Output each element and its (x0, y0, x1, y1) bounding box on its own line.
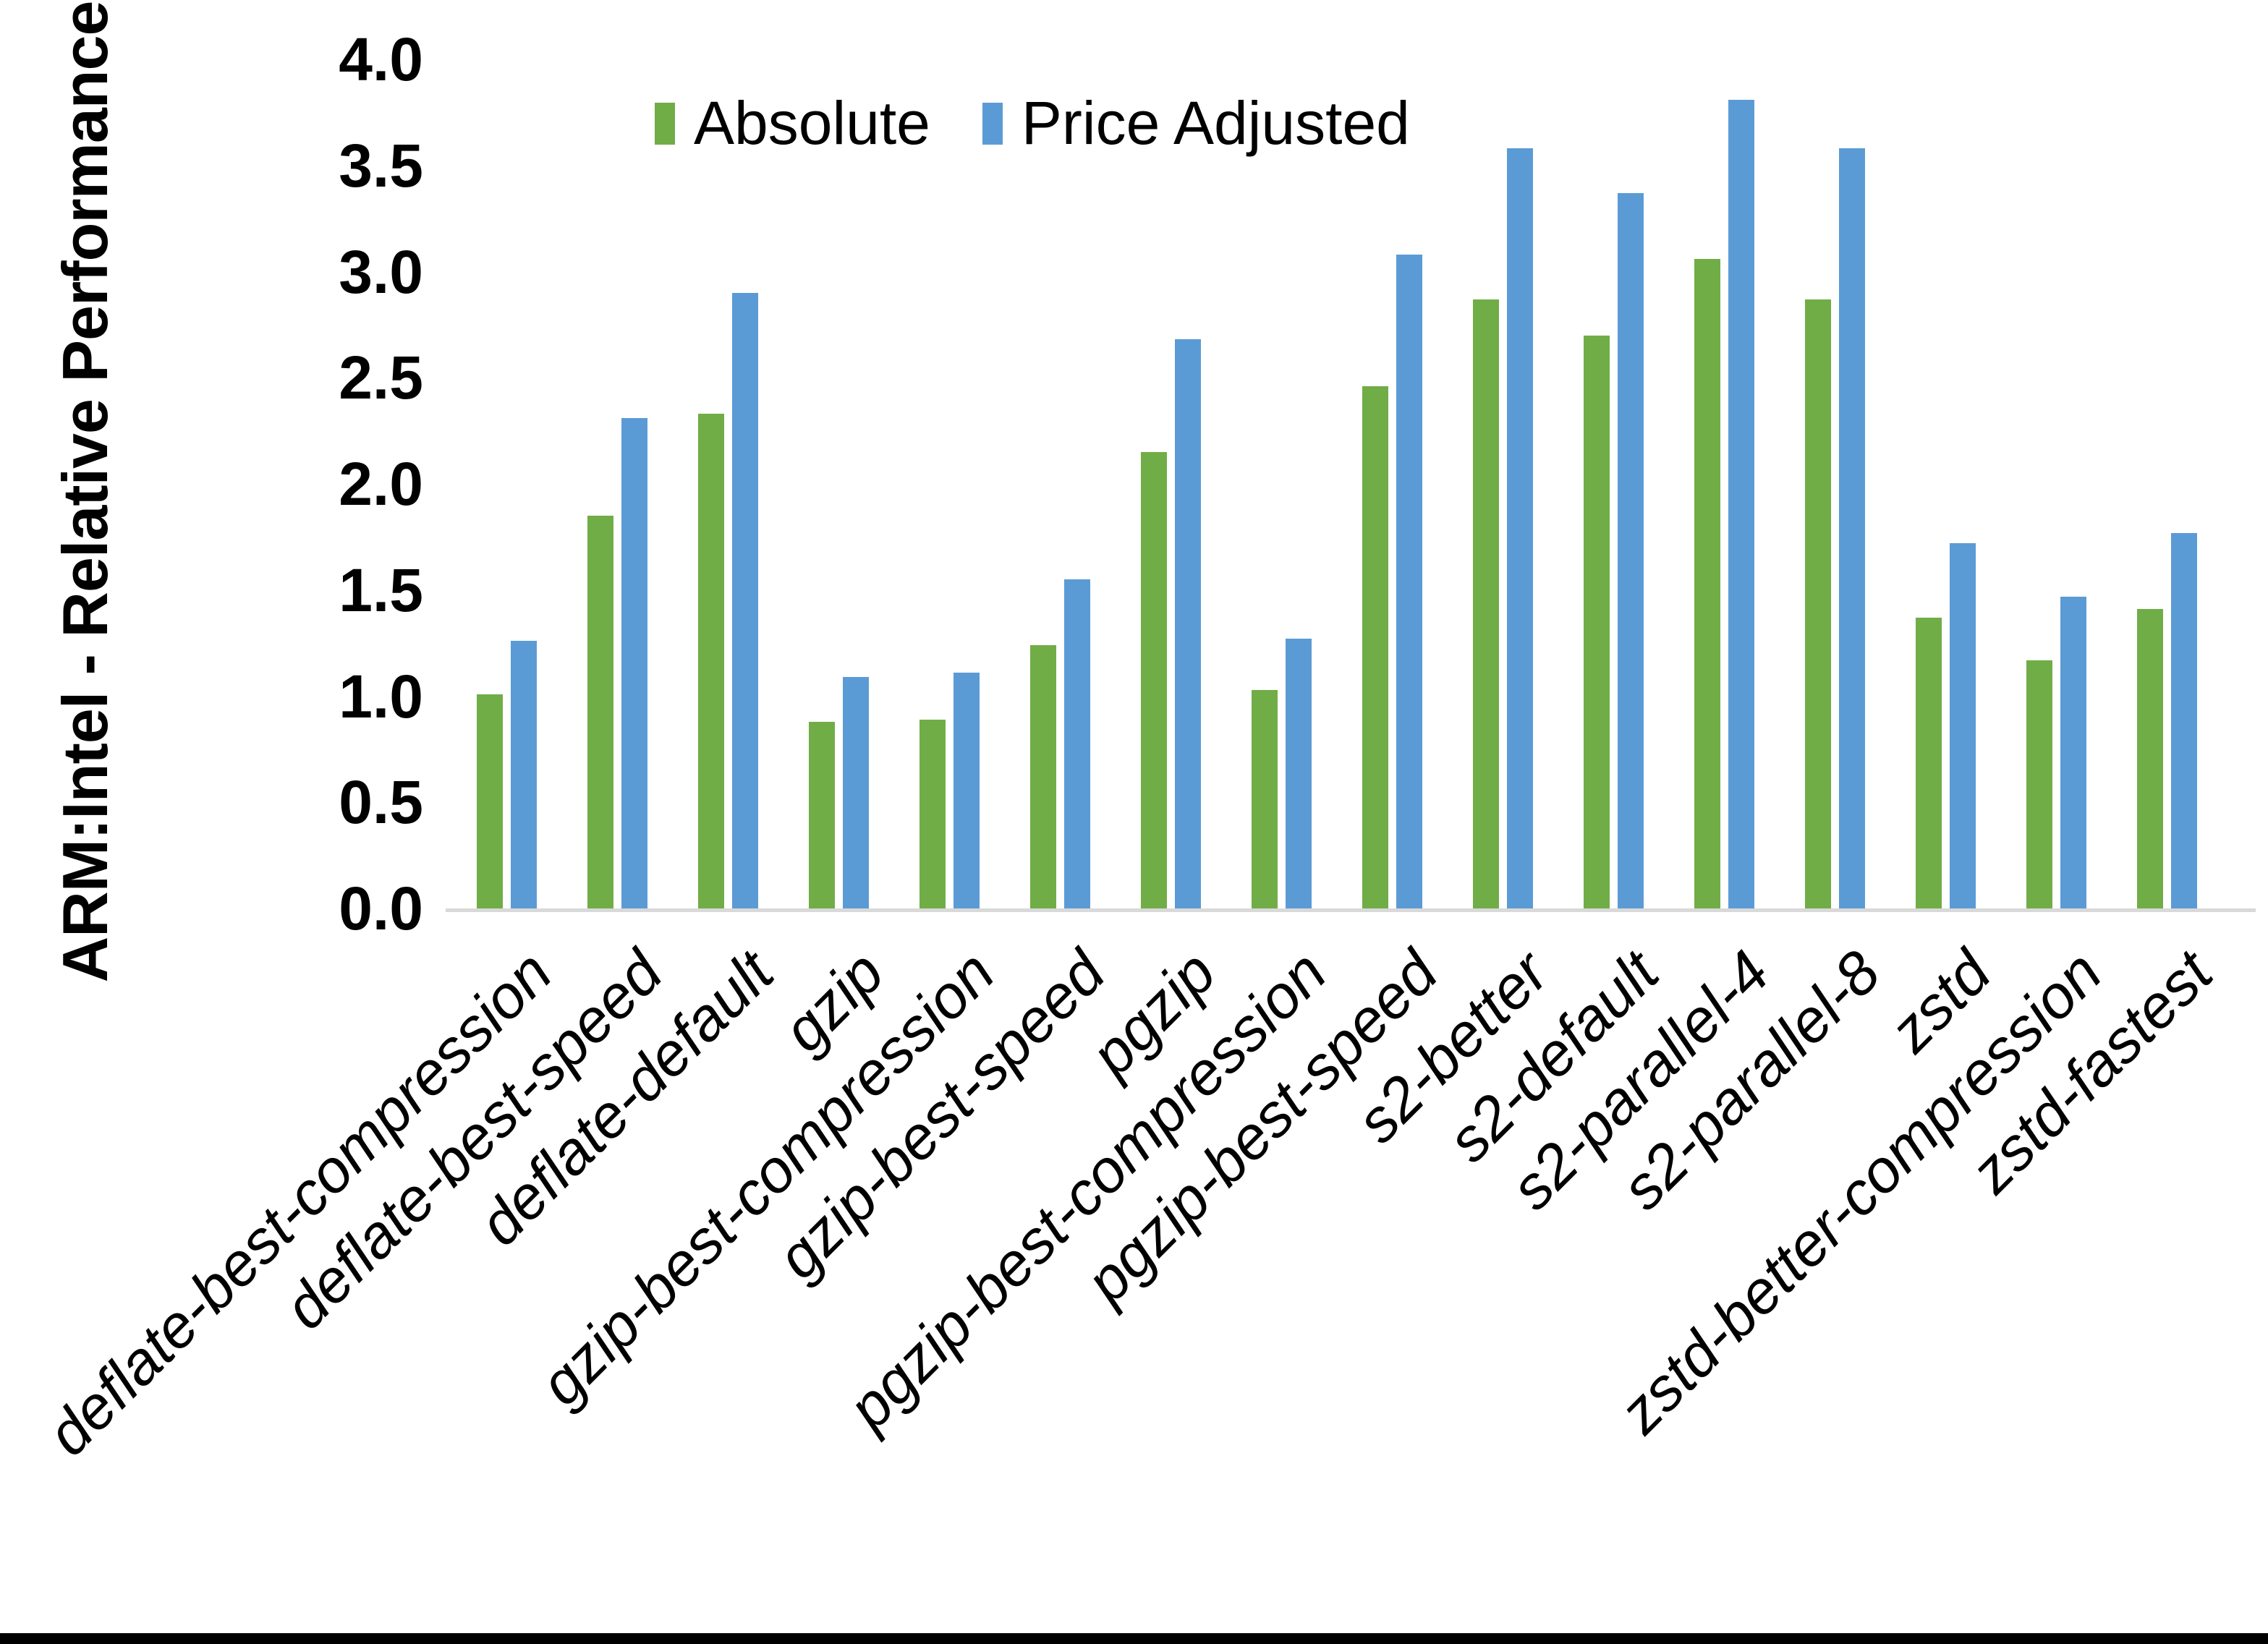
bar-absolute-gzip-best-speed (1030, 645, 1056, 908)
bar-absolute-pgzip (1141, 451, 1167, 908)
legend-item-price-adjusted: Price Adjusted (982, 88, 1410, 158)
plot-area (452, 59, 2223, 908)
y-tick-label-3-0: 3.0 (339, 237, 423, 306)
bar-absolute-pgzip-best-speed (1362, 386, 1388, 908)
bar-absolute-zstd-fastest (2137, 609, 2163, 908)
bar-price-adjusted-pgzip-best-compression (1286, 639, 1312, 908)
bar-absolute-s2-default (1584, 335, 1610, 908)
bar-price-adjusted-s2-parallel-4 (1728, 99, 1754, 908)
bar-price-adjusted-deflate-default (732, 292, 758, 908)
bar-price-adjusted-zstd-better-compression (2060, 596, 2086, 908)
bar-price-adjusted-s2-parallel-8 (1839, 148, 1865, 908)
legend-label-absolute: Absolute (694, 89, 930, 157)
bar-price-adjusted-zstd-fastest (2171, 532, 2197, 908)
bar-absolute-zstd (1916, 617, 1942, 908)
y-tick-label-0-0: 0.0 (339, 874, 423, 942)
bar-absolute-s2-parallel-8 (1805, 299, 1831, 908)
bar-price-adjusted-pgzip (1175, 339, 1201, 908)
legend-item-absolute: Absolute (655, 88, 930, 158)
bar-absolute-deflate-default (698, 414, 724, 908)
bar-absolute-deflate-best-compression (477, 694, 503, 908)
bar-absolute-pgzip-best-compression (1252, 689, 1278, 908)
bar-price-adjusted-gzip (843, 677, 869, 908)
bar-price-adjusted-gzip-best-speed (1064, 579, 1090, 908)
legend-swatch-price-adjusted (982, 102, 1003, 145)
bar-absolute-gzip-best-compression (919, 719, 946, 908)
bar-absolute-zstd-better-compression (2026, 660, 2052, 908)
bar-price-adjusted-s2-default (1618, 192, 1644, 908)
y-tick-label-1-5: 1.5 (339, 555, 423, 624)
y-tick-label-2-5: 2.5 (339, 344, 423, 412)
y-tick-label-0-5: 0.5 (339, 768, 423, 837)
bar-price-adjusted-gzip-best-compression (954, 673, 980, 908)
y-tick-label-1-0: 1.0 (339, 662, 423, 731)
y-axis-title: ARM:Intel - Relative Performance (49, 1, 121, 983)
x-axis-line (446, 908, 2256, 912)
bar-price-adjusted-deflate-best-speed (621, 418, 647, 908)
y-tick-label-4-0: 4.0 (339, 25, 423, 93)
bar-price-adjusted-zstd (1950, 543, 1976, 908)
bar-absolute-s2-parallel-4 (1694, 258, 1720, 908)
bar-price-adjusted-pgzip-best-speed (1396, 255, 1422, 908)
y-tick-label-2-0: 2.0 (339, 450, 423, 518)
legend-swatch-absolute (655, 102, 675, 145)
bar-price-adjusted-s2-better (1507, 148, 1533, 908)
bar-price-adjusted-deflate-best-compression (511, 641, 537, 908)
y-tick-label-3-5: 3.5 (339, 131, 423, 200)
bottom-border (0, 1633, 2268, 1644)
bar-absolute-s2-better (1473, 299, 1499, 908)
legend: Absolute Price Adjusted (655, 88, 1410, 158)
bar-absolute-deflate-best-speed (587, 516, 613, 908)
legend-label-price-adjusted: Price Adjusted (1021, 89, 1410, 157)
bar-absolute-gzip (809, 721, 835, 908)
